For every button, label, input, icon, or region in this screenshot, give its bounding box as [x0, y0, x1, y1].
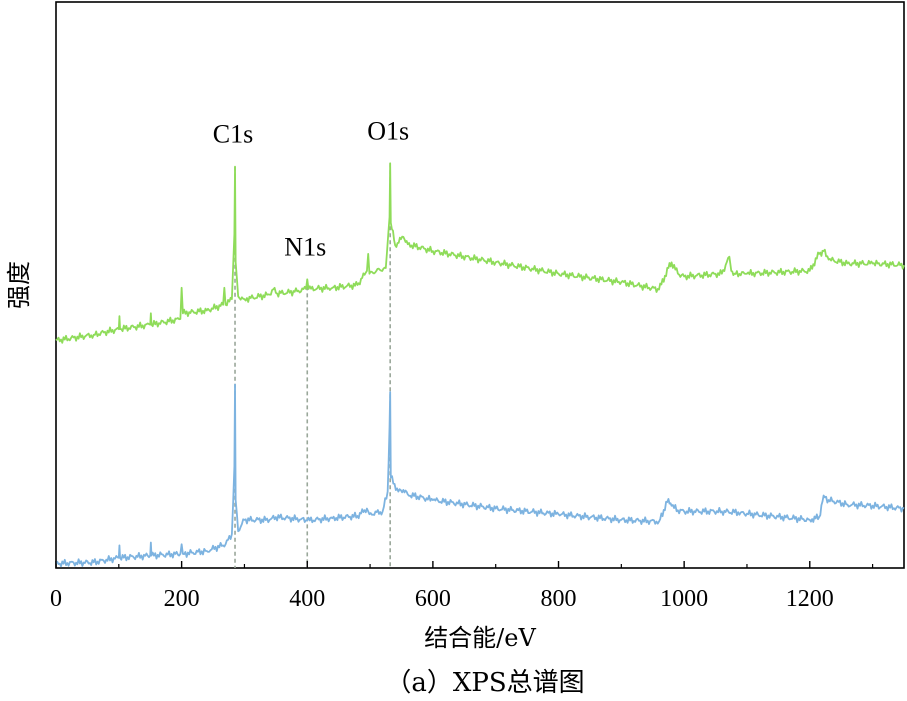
reference-lines	[234, 163, 391, 568]
series-line-2	[55, 383, 905, 568]
x-tick-label: 400	[289, 586, 325, 612]
x-tick-label: 200	[164, 586, 200, 612]
x-axis-title: 结合能/eV	[424, 624, 536, 652]
x-axis-ticks: 0 200 400 600 800 1000 1200	[50, 561, 874, 612]
y-axis-title: 强度	[5, 261, 33, 309]
x-tick-label: 800	[541, 586, 577, 612]
x-tick-label: 600	[415, 586, 451, 612]
x-tick-label: 0	[50, 586, 62, 612]
peak-label-c1s: C1s	[213, 120, 253, 149]
x-tick-label: 1000	[660, 586, 708, 612]
plot-frame	[55, 1, 905, 569]
peak-label-n1s: N1s	[284, 232, 326, 261]
figure-caption: （a）XPS总谱图	[385, 668, 584, 698]
x-tick-label: 1200	[786, 586, 834, 612]
peak-label-o1s: O1s	[367, 116, 409, 145]
peak-labels: C1s N1s O1s	[213, 116, 409, 261]
series-line-1	[55, 162, 905, 344]
series-layer	[55, 162, 905, 568]
